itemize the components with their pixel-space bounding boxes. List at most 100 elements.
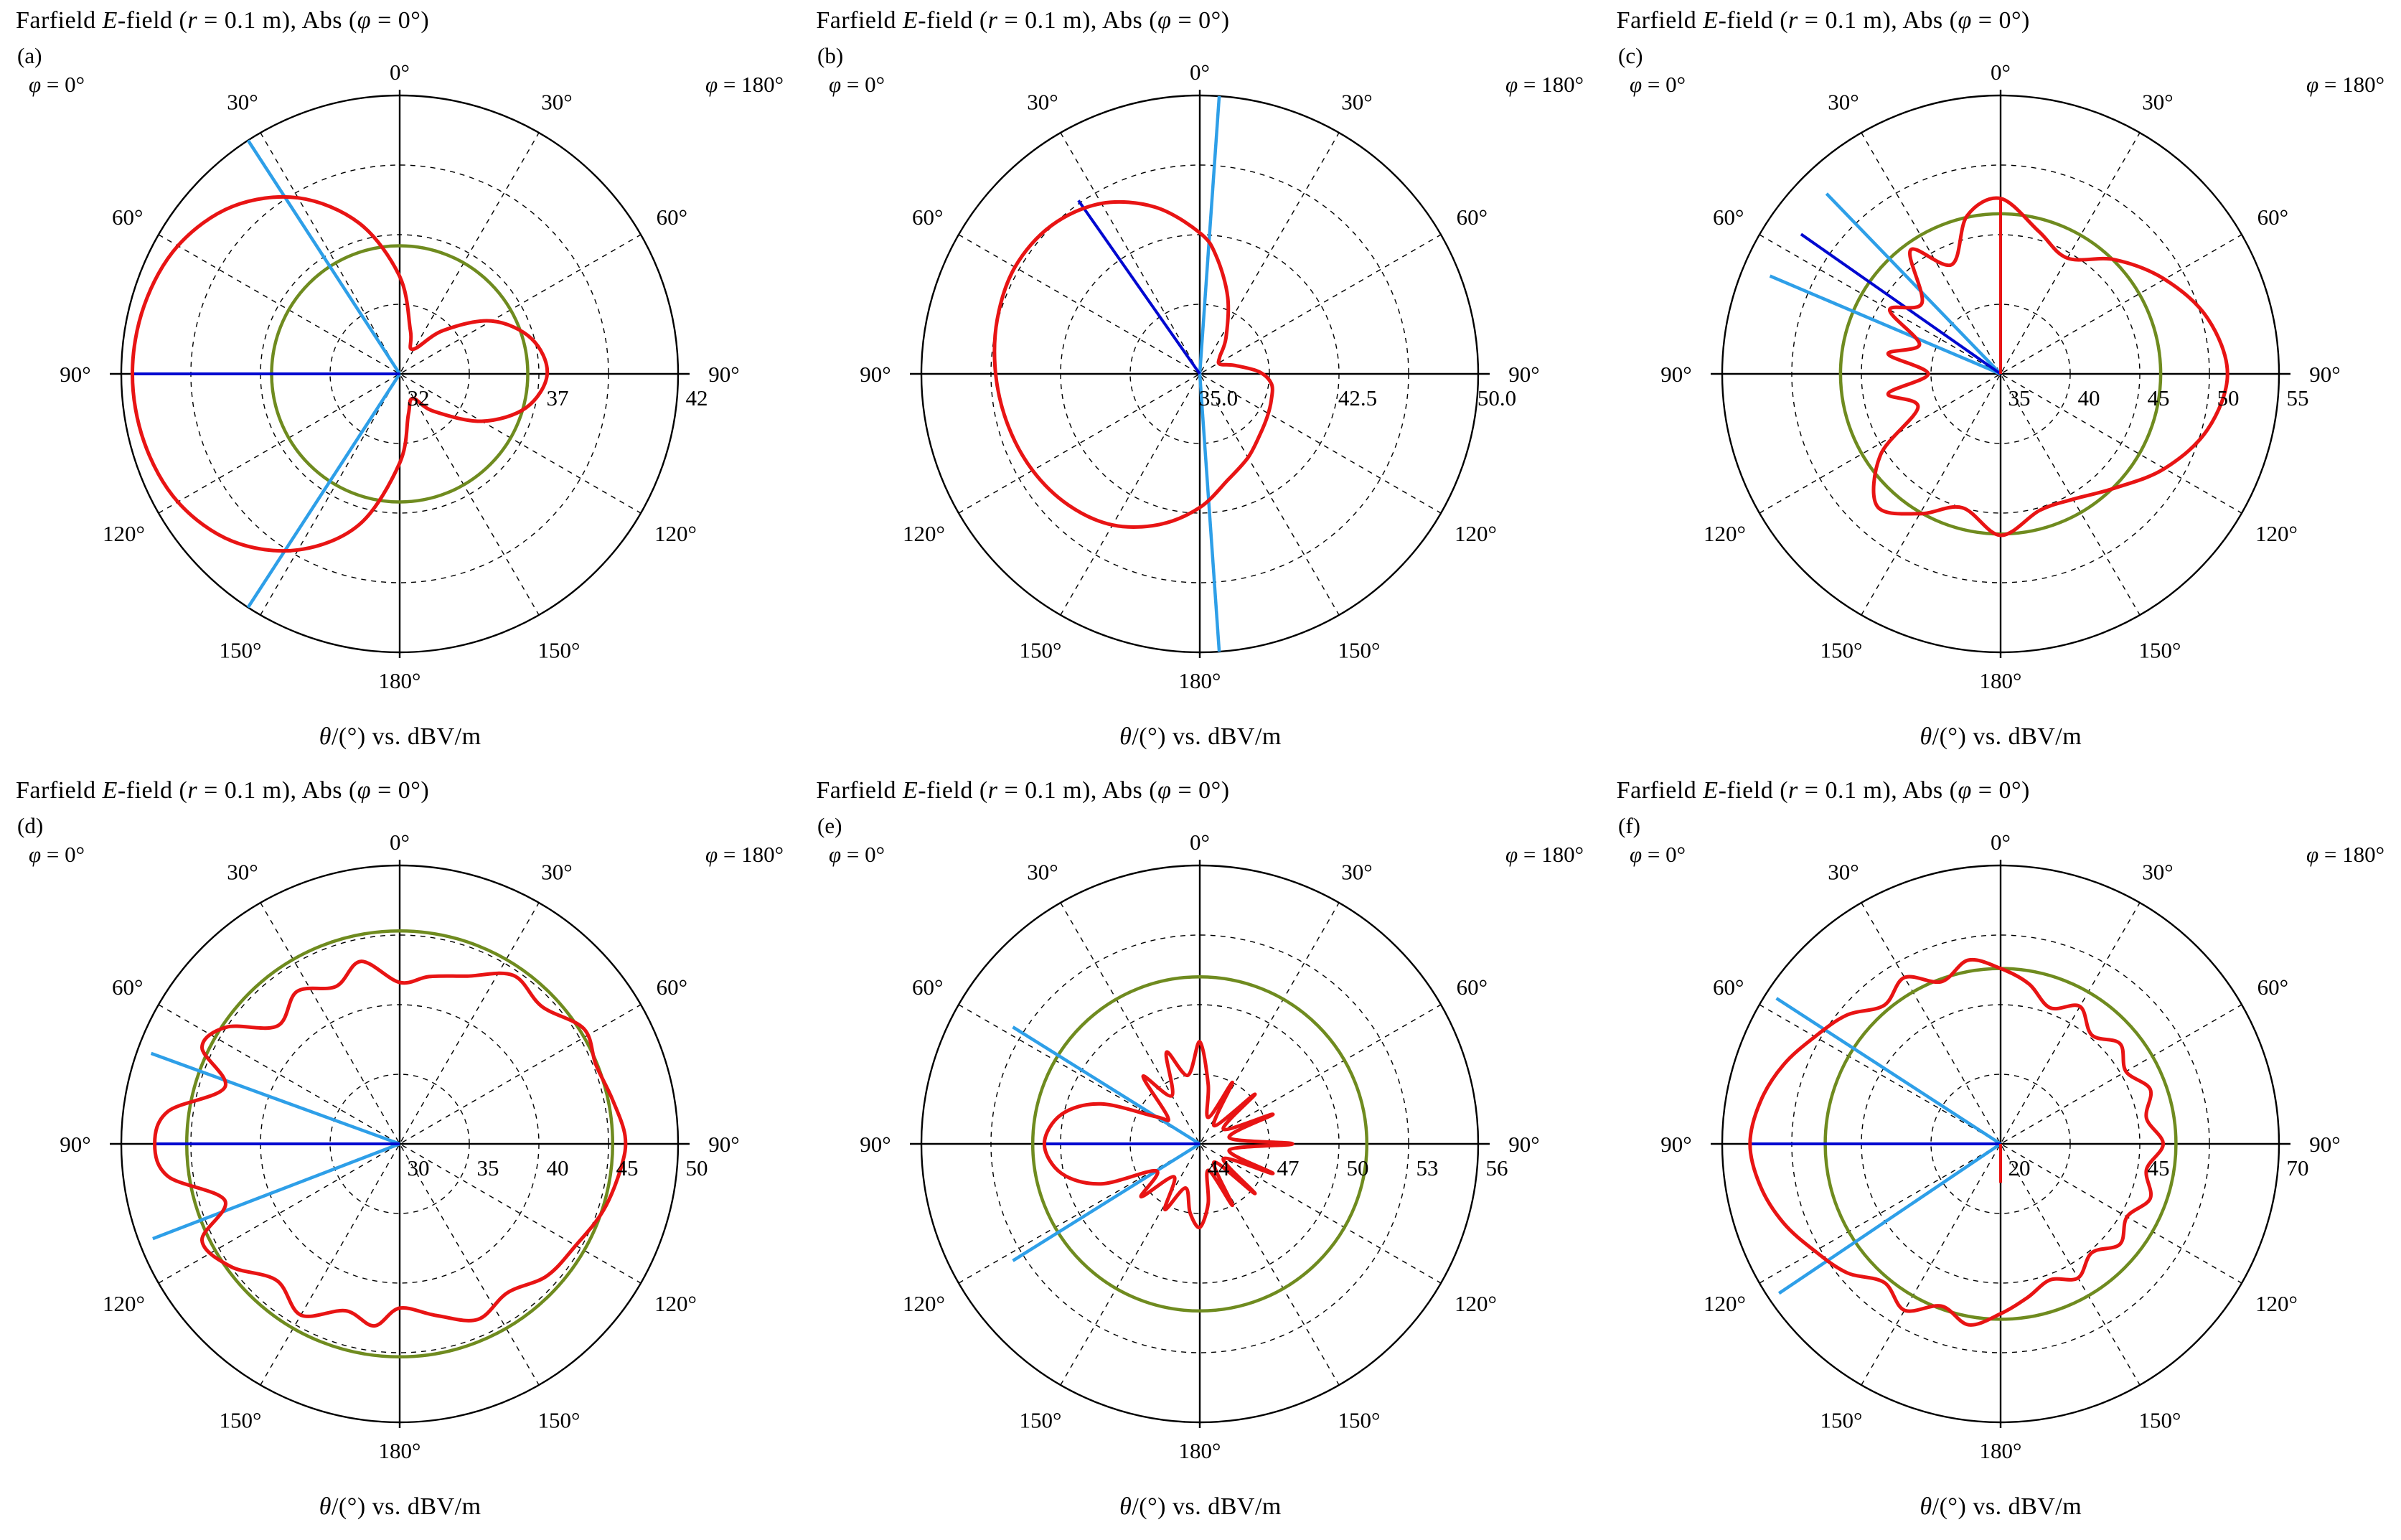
text-run: -field ( (1718, 777, 1789, 804)
width-line (152, 1142, 400, 1241)
radial-tick-label: 70 (2286, 1155, 2308, 1180)
width-line (246, 139, 401, 375)
main-lobe-line (1077, 199, 1201, 375)
angle-label: 60° (657, 975, 687, 1000)
text-run: = 180° (2318, 842, 2384, 867)
polar-plot: 0° 30° 30° 60° 60° 90° 90° 120° 120° 150° 150° 180°… (817, 43, 1584, 693)
grid-spoke (1759, 234, 2242, 514)
text-run: r (187, 7, 198, 34)
text-run: = 0° (1642, 72, 1686, 97)
angle-label: 90° (1660, 1132, 1691, 1157)
pattern-curve (131, 194, 550, 553)
text-run: φ (29, 842, 41, 867)
outer-circle (120, 94, 680, 654)
grid-spoke (260, 132, 540, 616)
text-run: Farfield (16, 777, 103, 804)
angle-label: 120° (903, 1291, 945, 1316)
pattern-curve (1043, 1040, 1295, 1229)
angle-label: 120° (654, 1291, 697, 1316)
angle-label: 150° (220, 1408, 262, 1433)
radial-tick-label: 40 (547, 1155, 569, 1180)
text-run: = 180° (1518, 72, 1584, 97)
text-run: = 0°) (1171, 777, 1230, 804)
polar-panel: Farfield E-field (r = 0.1 m), Abs (φ = 0… (0, 770, 800, 1540)
text-run: φ (829, 842, 841, 867)
phi-right-label: φ = 180° (2306, 842, 2384, 867)
text-run: φ (1630, 842, 1642, 867)
grid-spoke (260, 132, 540, 616)
phi-right-label: φ = 180° (705, 72, 784, 97)
angle-label: 60° (1713, 975, 1744, 1000)
angle-label: 30° (1828, 90, 1859, 115)
angle-label: 30° (1342, 860, 1373, 885)
grid-spoke (158, 234, 642, 514)
angle-label: 150° (1020, 638, 1062, 663)
panel-letter: (c) (1618, 43, 1643, 68)
angle-label: 180° (1179, 668, 1221, 693)
angle-label: 90° (2309, 362, 2340, 387)
text-run: = 0°) (1971, 7, 2030, 34)
text-run: = 0.1 m), Abs ( (197, 777, 357, 804)
text-run: φ (1958, 777, 1972, 804)
panel-title: Farfield E-field (r = 0.1 m), Abs (φ = 0… (800, 0, 1600, 40)
grid-spoke (1861, 132, 2141, 616)
angle-label: 30° (2142, 860, 2173, 885)
angle-label: 180° (379, 1438, 421, 1463)
radial-tick-label: 50 (1347, 1155, 1369, 1180)
main-lobe-line (1800, 233, 2001, 375)
grid-spoke (958, 234, 1442, 514)
grid-spoke (1060, 132, 1340, 616)
angle-label: 150° (220, 638, 262, 663)
axis-caption: θ/(°) vs. dBV/m (800, 1493, 1600, 1521)
text-run: φ (357, 777, 372, 804)
angle-label: 90° (1660, 362, 1691, 387)
angle-label: 180° (379, 668, 421, 693)
text-run: = 0° (841, 842, 885, 867)
radial-tick-label: 35 (477, 1155, 499, 1180)
axis-caption: θ/(°) vs. dBV/m (0, 1493, 800, 1521)
angle-label: 150° (538, 638, 581, 663)
polar-panel: Farfield E-field (r = 0.1 m), Abs (φ = 0… (800, 770, 1600, 1540)
text-run: E (1703, 7, 1719, 34)
angle-label: 150° (1338, 638, 1381, 663)
angle-label: 150° (1020, 1408, 1062, 1433)
radial-tick-label: 50 (686, 1155, 708, 1180)
text-run: Farfield (816, 777, 903, 804)
grid-spoke (1861, 902, 2141, 1386)
text-run: /(°) vs. dBV/m (1932, 1493, 2082, 1520)
radial-tick-label: 55 (2286, 385, 2308, 410)
angle-label: 120° (1704, 521, 1746, 546)
text-run: θ (319, 723, 332, 750)
outer-circle (1721, 94, 2280, 654)
text-run: θ (1119, 723, 1132, 750)
panel-letter: (d) (17, 813, 43, 838)
angle-label: 60° (1713, 205, 1744, 230)
width-line (1825, 192, 2002, 375)
text-run: φ (1505, 842, 1518, 867)
grid-spoke (1060, 132, 1340, 616)
angle-label: 150° (1820, 1408, 1862, 1433)
text-run: r (987, 777, 998, 804)
radial-tick-label: 42 (686, 385, 708, 410)
angle-label: 30° (1342, 90, 1373, 115)
polar-plot: 0° 30° 30° 60° 60° 90° 90° 120° 120° 150° 150° 180°… (17, 43, 784, 693)
text-run: φ (2306, 842, 2318, 867)
panel-title: Farfield E-field (r = 0.1 m), Abs (φ = 0… (0, 0, 800, 40)
panel-letter: (e) (817, 813, 842, 838)
grid-spoke (158, 234, 642, 514)
polar-panel: Farfield E-field (r = 0.1 m), Abs (φ = 0… (800, 0, 1600, 770)
angle-label: 120° (1455, 1291, 1497, 1316)
text-run: φ (1630, 72, 1642, 97)
text-run: = 0°) (1971, 777, 2030, 804)
text-run: E (1703, 777, 1719, 804)
phi-right-label: φ = 180° (1505, 72, 1584, 97)
radial-tick-label: 42.5 (1338, 385, 1377, 410)
text-run: = 0°) (371, 777, 430, 804)
text-run: φ (1157, 7, 1172, 34)
text-run: /(°) vs. dBV/m (1132, 1493, 1282, 1520)
text-run: E (902, 777, 918, 804)
angle-label: 150° (2138, 638, 2181, 663)
text-run: -field ( (117, 7, 188, 34)
grid-spoke (1060, 902, 1340, 1386)
grid-spoke (260, 902, 540, 1386)
